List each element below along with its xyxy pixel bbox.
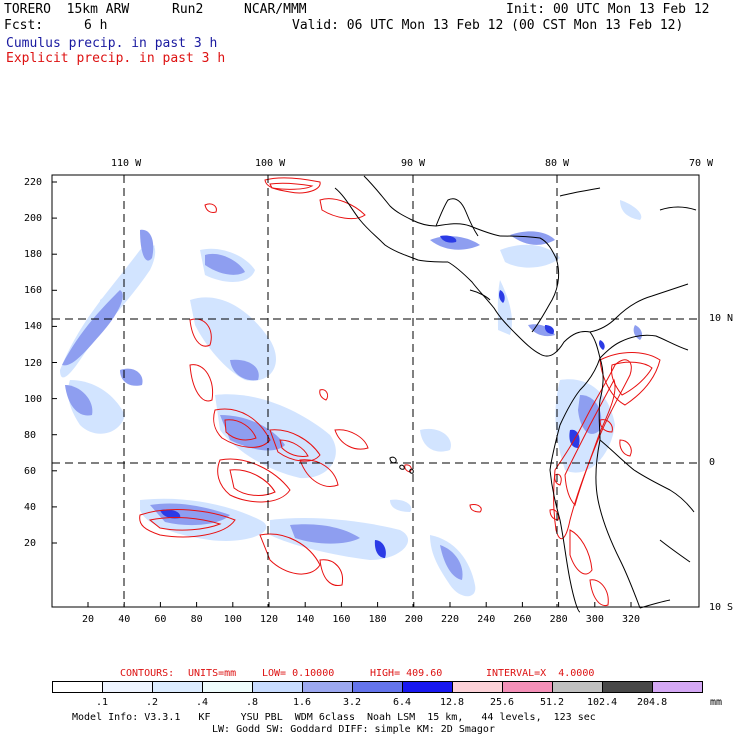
lon-label-100w: 100 W	[255, 158, 286, 169]
physics-info: LW: Godd SW: Goddard DIFF: simple KM: 2D…	[212, 724, 495, 735]
model-title: TORERO 15km ARW	[4, 2, 130, 17]
colorbar-swatch	[552, 681, 603, 693]
colorbar-swatch	[602, 681, 653, 693]
colorbar-label: 51.2	[540, 697, 565, 708]
coastlines	[334, 175, 697, 613]
y-tick-label: 160	[24, 285, 43, 297]
contour-info-high: HIGH= 409.60	[370, 668, 443, 679]
colorbar-label: .8	[246, 697, 259, 708]
x-tick-label: 40	[118, 614, 131, 625]
x-tick-label: 160	[332, 614, 351, 625]
x-tick-label: 320	[622, 614, 641, 625]
lon-label-110w: 110 W	[111, 158, 142, 169]
run-label: Run2	[172, 2, 204, 17]
grid-lines	[52, 175, 699, 607]
contour-info-units: UNITS=mm	[188, 668, 237, 679]
model-info: Model Info: V3.3.1 KF YSU PBL WDM 6class…	[72, 712, 596, 723]
valid-time: Valid: 06 UTC Mon 13 Feb 12 (00 CST Mon …	[292, 18, 684, 33]
colorbar-label: 102.4	[587, 697, 618, 708]
colorbar-swatch	[102, 681, 153, 693]
forecast-hour: 6 h	[84, 18, 108, 33]
colorbar-label: .2	[146, 697, 159, 708]
colorbar-label: .4	[196, 697, 209, 708]
x-tick-label: 60	[154, 614, 167, 625]
y-tick-label: 100	[24, 393, 43, 405]
init-time: Init: 00 UTC Mon 13 Feb 12	[506, 2, 710, 17]
colorbar-label: 12.8	[440, 697, 465, 708]
y-tick-label: 220	[24, 177, 43, 188]
map-frame	[51, 174, 700, 608]
y-tick-label: 140	[24, 321, 43, 333]
colorbar-label: 1.6	[293, 697, 312, 708]
legend-explicit: Explicit precip. in past 3 h	[6, 51, 226, 66]
y-tick-label: 40	[24, 501, 37, 513]
colorbar-swatch	[452, 681, 503, 693]
colorbar-label: 3.2	[343, 697, 362, 708]
colorbar-unit: mm	[710, 697, 723, 708]
colorbar-swatch	[402, 681, 453, 693]
y-tick-label: 180	[24, 249, 43, 261]
colorbar-swatch	[502, 681, 553, 693]
colorbar-label: .1	[96, 697, 109, 708]
x-tick-label: 240	[477, 614, 496, 625]
x-tick-label: 220	[441, 614, 460, 625]
x-tick-label: 280	[549, 614, 568, 625]
center-label: NCAR/MMM	[244, 2, 307, 17]
y-tick-label: 80	[24, 429, 37, 441]
explicit-precip-contours	[139, 177, 661, 607]
colorbar-label: 25.6	[490, 697, 515, 708]
colorbar-label: 204.8	[637, 697, 668, 708]
lon-label-80w: 80 W	[545, 158, 570, 169]
lon-label-90w: 90 W	[401, 158, 426, 169]
x-tick-label: 140	[296, 614, 315, 625]
legend-cumulus: Cumulus precip. in past 3 h	[6, 36, 218, 51]
lat-label-10n: 10 N	[709, 313, 734, 324]
colorbar-swatch	[352, 681, 403, 693]
colorbar-swatch	[252, 681, 303, 693]
contour-info-interval: INTERVAL=X 4.0000	[486, 668, 595, 679]
cumulus-precip-shading	[60, 200, 643, 597]
colorbar-label: 6.4	[393, 697, 412, 708]
x-tick-label: 180	[368, 614, 387, 625]
x-tick-label: 200	[404, 614, 423, 625]
contour-info-low: LOW= 0.10000	[262, 668, 335, 679]
lat-label-10s: 10 S	[709, 602, 734, 613]
x-tick-label: 80	[190, 614, 203, 625]
y-tick-label: 200	[24, 213, 43, 225]
x-tick-label: 120	[260, 614, 279, 625]
x-tick-label: 300	[585, 614, 604, 625]
colorbar-swatch	[52, 681, 103, 693]
x-tick-label: 20	[82, 614, 95, 625]
colorbar-swatch	[302, 681, 353, 693]
lat-label-0: 0	[709, 457, 716, 468]
axis-ticks	[52, 181, 632, 607]
colorbar-swatch	[152, 681, 203, 693]
y-tick-label: 120	[24, 357, 43, 369]
x-tick-label: 100	[223, 614, 242, 625]
colorbar-swatch	[202, 681, 253, 693]
x-tick-label: 260	[513, 614, 532, 625]
colorbar-swatch	[652, 681, 703, 693]
lon-label-70w: 70 W	[689, 158, 714, 169]
y-tick-label: 60	[24, 465, 37, 477]
forecast-label: Fcst:	[4, 18, 44, 33]
y-tick-label: 20	[24, 538, 37, 549]
contour-info-contours: CONTOURS:	[120, 668, 175, 679]
